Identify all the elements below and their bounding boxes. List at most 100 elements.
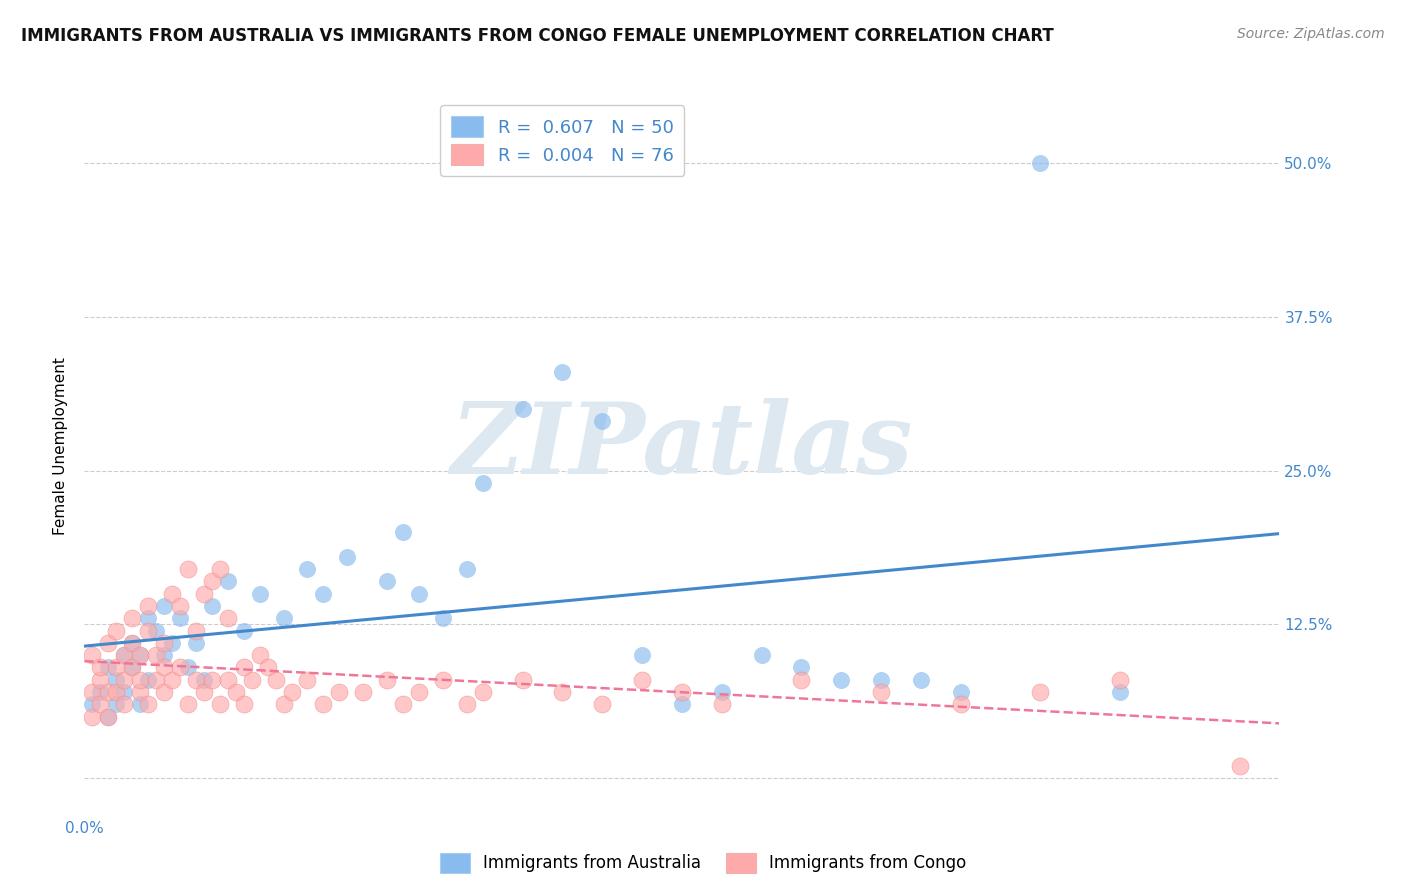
Point: [177, 562, 200, 576]
Point: [153, 648, 176, 662]
Point: [352, 685, 374, 699]
Point: [671, 685, 693, 699]
Point: [129, 698, 152, 712]
Point: [232, 624, 254, 638]
Point: [710, 698, 733, 712]
Point: [169, 611, 191, 625]
Point: [217, 611, 239, 625]
Point: [456, 562, 478, 576]
Point: [471, 685, 494, 699]
Point: [1109, 673, 1132, 687]
Point: [129, 685, 152, 699]
Point: [471, 475, 494, 490]
Point: [121, 660, 143, 674]
Point: [145, 624, 167, 638]
Point: [193, 685, 215, 699]
Point: [551, 685, 574, 699]
Point: [631, 648, 654, 662]
Point: [105, 698, 128, 712]
Point: [136, 624, 159, 638]
Point: [82, 709, 104, 723]
Point: [112, 648, 135, 662]
Point: [201, 574, 224, 589]
Point: [121, 636, 143, 650]
Y-axis label: Female Unemployment: Female Unemployment: [53, 357, 69, 535]
Text: 0.0%: 0.0%: [65, 821, 104, 836]
Point: [105, 685, 128, 699]
Point: [121, 611, 143, 625]
Point: [432, 611, 454, 625]
Text: ZIPatlas: ZIPatlas: [451, 398, 912, 494]
Point: [89, 685, 111, 699]
Point: [121, 636, 143, 650]
Text: Source: ZipAtlas.com: Source: ZipAtlas.com: [1237, 27, 1385, 41]
Point: [297, 562, 319, 576]
Point: [169, 599, 191, 613]
Point: [591, 698, 613, 712]
Point: [129, 673, 152, 687]
Point: [136, 673, 159, 687]
Point: [105, 624, 128, 638]
Point: [217, 574, 239, 589]
Point: [240, 673, 263, 687]
Point: [153, 685, 176, 699]
Point: [408, 685, 430, 699]
Point: [97, 685, 120, 699]
Point: [375, 574, 398, 589]
Point: [153, 636, 176, 650]
Point: [297, 673, 319, 687]
Point: [184, 636, 207, 650]
Point: [830, 673, 852, 687]
Point: [153, 599, 176, 613]
Point: [1029, 156, 1052, 170]
Point: [112, 685, 135, 699]
Point: [949, 685, 972, 699]
Point: [264, 673, 287, 687]
Point: [184, 673, 207, 687]
Point: [512, 402, 534, 417]
Point: [121, 660, 143, 674]
Point: [312, 698, 335, 712]
Point: [97, 660, 120, 674]
Point: [105, 673, 128, 687]
Point: [336, 549, 359, 564]
Point: [1109, 685, 1132, 699]
Point: [232, 660, 254, 674]
Point: [591, 414, 613, 428]
Point: [112, 673, 135, 687]
Point: [97, 709, 120, 723]
Point: [89, 698, 111, 712]
Point: [375, 673, 398, 687]
Point: [392, 698, 415, 712]
Point: [160, 587, 183, 601]
Point: [551, 365, 574, 379]
Point: [160, 673, 183, 687]
Point: [790, 660, 813, 674]
Point: [456, 698, 478, 712]
Point: [160, 636, 183, 650]
Point: [1029, 685, 1052, 699]
Point: [328, 685, 350, 699]
Point: [136, 698, 159, 712]
Point: [751, 648, 773, 662]
Point: [273, 698, 295, 712]
Point: [136, 611, 159, 625]
Point: [949, 698, 972, 712]
Legend: Immigrants from Australia, Immigrants from Congo: Immigrants from Australia, Immigrants fr…: [433, 847, 973, 880]
Point: [408, 587, 430, 601]
Point: [97, 709, 120, 723]
Legend: R =  0.607   N = 50, R =  0.004   N = 76: R = 0.607 N = 50, R = 0.004 N = 76: [440, 105, 685, 176]
Point: [145, 673, 167, 687]
Point: [136, 599, 159, 613]
Point: [249, 648, 271, 662]
Point: [671, 698, 693, 712]
Point: [82, 698, 104, 712]
Point: [112, 648, 135, 662]
Point: [129, 648, 152, 662]
Point: [129, 648, 152, 662]
Point: [217, 673, 239, 687]
Point: [225, 685, 247, 699]
Point: [249, 587, 271, 601]
Point: [208, 562, 231, 576]
Point: [169, 660, 191, 674]
